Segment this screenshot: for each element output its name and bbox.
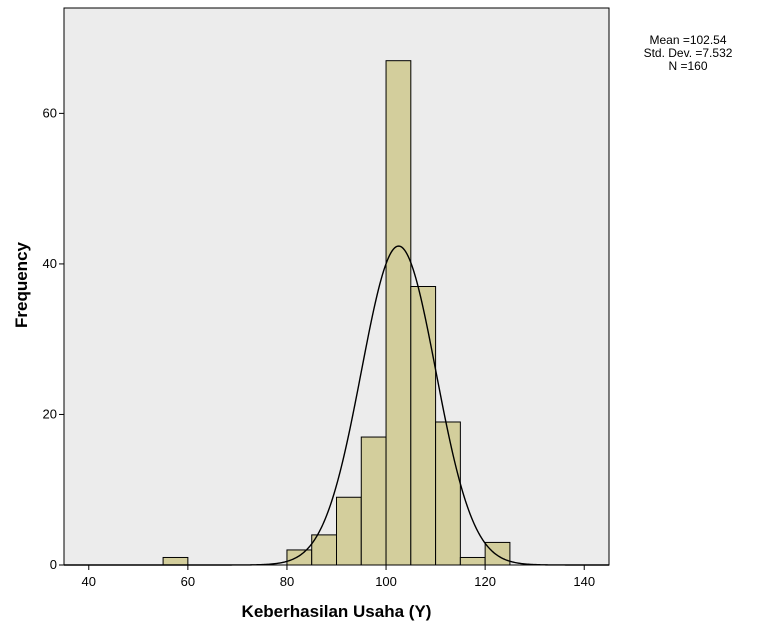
y-tick-label: 40 [43,256,57,271]
histogram-bar [286,549,313,566]
y-tick-label: 20 [43,406,57,421]
y-tick-label: 0 [50,557,57,572]
histogram-bar [336,496,362,566]
histogram-bar [435,421,461,566]
histogram-bar [311,534,337,566]
y-tick-label: 60 [43,105,57,120]
histogram-bar [410,286,437,566]
normal-curve [64,245,609,566]
histogram-bar [459,556,486,566]
histogram-bar [385,60,412,566]
x-axis-label: Keberhasilan Usaha (Y) [241,602,432,621]
std-dev-label: Std. Dev. =7.532 [643,46,733,60]
histogram-bar [360,436,387,566]
mean-label: Mean =102.54 [649,33,727,47]
x-axis: 40 60 80 100 120 140 [82,565,595,589]
x-tick-label: 120 [474,574,496,589]
histogram-bar [162,556,189,566]
x-tick-label: 80 [280,574,294,589]
x-tick-label: 40 [82,574,96,589]
y-axis: 0 20 40 60 [43,105,64,572]
x-tick-label: 140 [573,574,595,589]
summary-stats: Mean =102.54 Std. Dev. =7.532 N =160 [628,34,748,73]
n-label: N =160 [668,59,708,73]
y-axis-label: Frequency [12,242,31,328]
histogram-bar [484,541,511,566]
x-tick-label: 60 [181,574,195,589]
x-tick-label: 100 [375,574,397,589]
histogram-bars [162,60,511,566]
plot-area [63,7,610,566]
